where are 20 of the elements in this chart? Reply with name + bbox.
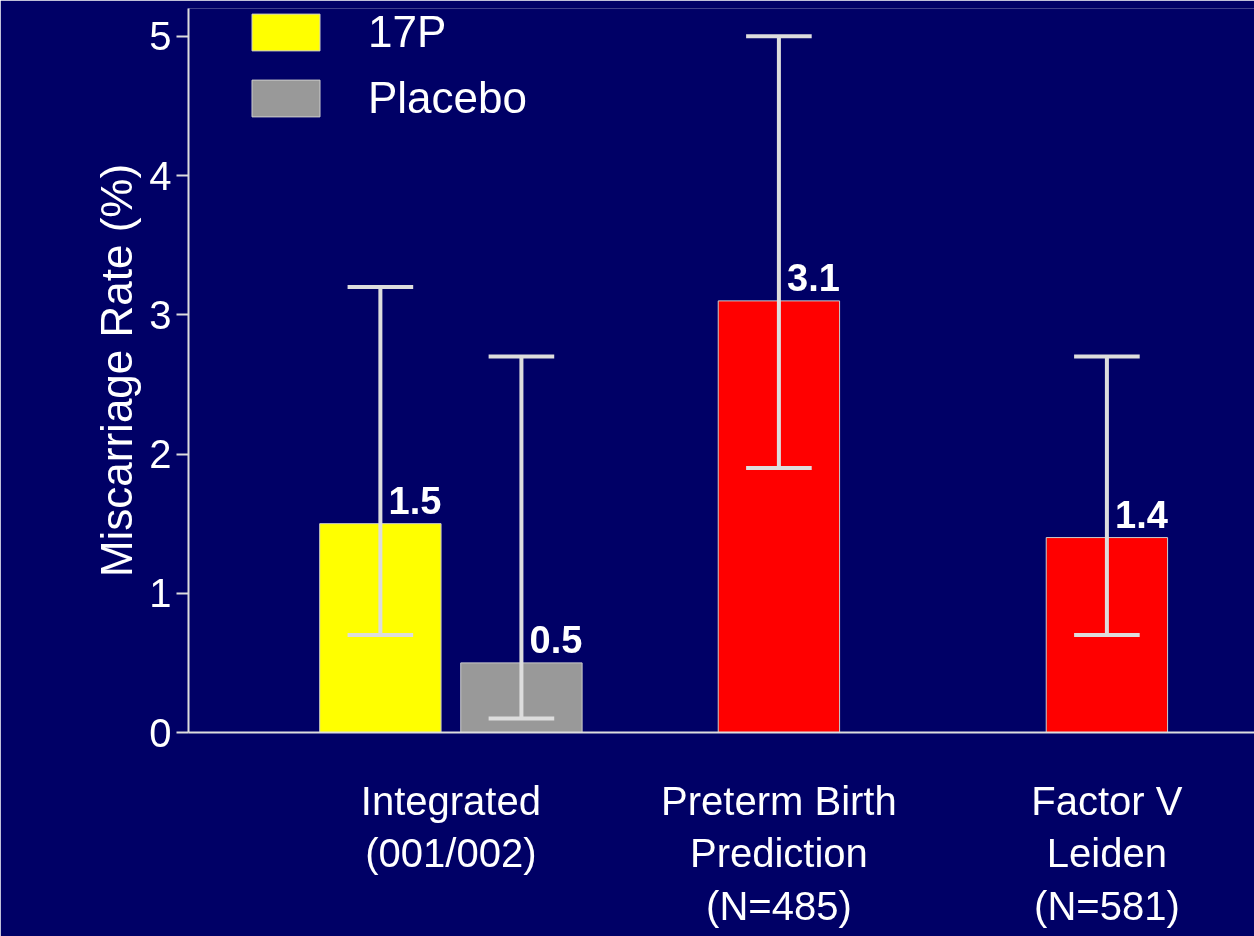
y-tick-label: 3 [149, 292, 172, 337]
data-label: 3.1 [787, 256, 840, 299]
bar [319, 523, 442, 733]
x-tick-label: Integrated (001/002) [360, 778, 541, 876]
legend-label: 17P [368, 7, 447, 57]
y-tick-label: 0 [149, 710, 172, 755]
y-tick-label: 1 [149, 571, 172, 616]
bar [1045, 537, 1169, 733]
y-tick-label: 4 [149, 153, 172, 198]
data-label: 1.4 [1115, 493, 1168, 536]
legend-label: Placebo [368, 73, 528, 123]
x-tick-label: Preterm Birth Prediction (N=485) [661, 778, 897, 929]
data-label: 1.5 [388, 479, 442, 522]
y-tick-label: 5 [149, 14, 172, 59]
y-axis-title: Miscarriage Rate (%) [92, 163, 142, 578]
bar [460, 662, 583, 733]
x-tick-label: Factor V Leiden (N=581) [1031, 778, 1183, 929]
y-tick-label: 2 [149, 432, 172, 477]
data-label: 0.5 [529, 618, 583, 661]
bar [717, 300, 841, 733]
